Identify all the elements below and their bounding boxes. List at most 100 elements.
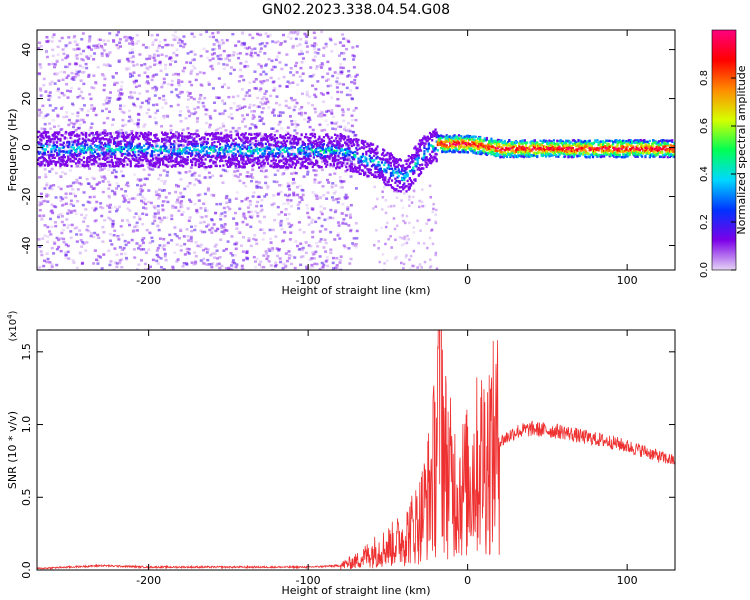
heatmap-cell — [427, 218, 430, 222]
heatmap-cell — [170, 149, 174, 152]
heatmap-cell — [147, 200, 151, 204]
heatmap-cell — [340, 164, 343, 168]
heatmap-cell — [196, 194, 200, 197]
heatmap-cell — [178, 152, 181, 156]
heatmap-cell — [387, 161, 390, 165]
heatmap-cell — [245, 137, 248, 141]
heatmap-cell — [150, 163, 154, 166]
heatmap-cell — [331, 152, 334, 155]
heatmap-cell — [42, 136, 45, 140]
heatmap-cell — [257, 195, 261, 199]
heatmap-cell — [120, 129, 124, 132]
heatmap-cell — [157, 44, 161, 48]
heatmap-cell — [103, 145, 107, 148]
heatmap-cell — [313, 36, 317, 40]
heatmap-cell — [304, 39, 308, 43]
heatmap-cell — [163, 252, 167, 256]
heatmap-cell — [320, 261, 324, 265]
heatmap-cell — [89, 151, 92, 154]
heatmap-cell — [131, 51, 135, 54]
heatmap-cell — [76, 73, 80, 77]
heatmap-cell — [233, 158, 236, 162]
heatmap-cell — [71, 112, 75, 116]
heatmap-cell — [40, 142, 43, 146]
heatmap-cell — [121, 174, 125, 178]
heatmap-cell — [144, 132, 147, 135]
heatmap-cell — [121, 159, 125, 162]
heatmap-cell — [309, 136, 312, 140]
heatmap-cell — [271, 137, 274, 141]
heatmap-cell — [157, 228, 161, 232]
heatmap-cell — [102, 84, 106, 87]
heatmap-cell — [101, 225, 105, 229]
heatmap-cell — [332, 149, 336, 152]
heatmap-cell — [115, 144, 118, 148]
heatmap-cell — [109, 260, 113, 263]
heatmap-cell — [179, 140, 183, 143]
heatmap-cell — [105, 144, 108, 147]
heatmap-cell — [167, 160, 170, 164]
heatmap-cell — [235, 133, 238, 136]
heatmap-cell — [54, 162, 58, 165]
heatmap-cell — [49, 161, 52, 165]
heatmap-cell — [235, 156, 238, 160]
heatmap-cell — [330, 151, 333, 154]
heatmap-cell — [180, 40, 184, 43]
heatmap-cell — [330, 108, 334, 112]
heatmap-cell — [249, 150, 253, 154]
heatmap-cell — [69, 90, 73, 93]
heatmap-cell — [320, 139, 323, 143]
heatmap-cell — [65, 82, 69, 86]
heatmap-cell — [317, 154, 320, 158]
heatmap-cell — [41, 147, 44, 150]
heatmap-cell — [90, 150, 93, 154]
heatmap-cell — [195, 208, 199, 212]
heatmap-cell — [235, 158, 238, 161]
heatmap-cell — [172, 150, 175, 153]
heatmap-cell — [101, 157, 104, 161]
heatmap-cell — [143, 133, 146, 136]
heatmap-cell — [93, 231, 97, 235]
heatmap-cell — [169, 153, 173, 156]
heatmap-cell — [337, 140, 340, 143]
heatmap-cell — [127, 223, 131, 227]
heatmap-cell — [99, 162, 102, 166]
heatmap-cell — [148, 162, 151, 165]
heatmap-cell — [228, 54, 232, 57]
heatmap-cell — [45, 252, 49, 255]
heatmap-cell — [64, 45, 68, 49]
heatmap-cell — [98, 133, 102, 137]
heatmap-cell — [117, 89, 121, 93]
heatmap-cell — [314, 220, 318, 224]
heatmap-cell — [166, 132, 169, 136]
heatmap-cell — [138, 142, 141, 146]
heatmap-cell — [315, 65, 319, 68]
heatmap-cell — [355, 170, 358, 173]
heatmap-cell — [160, 125, 164, 128]
heatmap-cell — [66, 141, 69, 144]
heatmap-cell — [95, 145, 98, 149]
heatmap-cell — [158, 161, 161, 164]
heatmap-cell — [163, 138, 166, 141]
heatmap-cell — [335, 121, 339, 124]
heatmap-cell — [193, 251, 197, 254]
heatmap-cell — [227, 95, 231, 99]
heatmap-cell — [72, 78, 76, 81]
heatmap-cell — [188, 92, 192, 95]
heatmap-cell — [49, 233, 53, 236]
heatmap-cell — [268, 143, 271, 146]
heatmap-cell — [265, 158, 269, 162]
heatmap-cell — [348, 165, 351, 168]
heatmap-cell — [241, 144, 244, 147]
heatmap-cell — [313, 262, 317, 266]
heatmap-cell — [210, 265, 214, 269]
heatmap-cell — [103, 219, 107, 222]
heatmap-cell — [249, 244, 253, 248]
heatmap-cell — [219, 53, 223, 57]
heatmap-cell — [83, 142, 87, 145]
heatmap-cell — [103, 158, 107, 162]
heatmap-cell — [68, 41, 72, 45]
heatmap-cell — [384, 158, 387, 161]
heatmap-cell — [355, 229, 359, 233]
heatmap-cell — [346, 162, 349, 165]
